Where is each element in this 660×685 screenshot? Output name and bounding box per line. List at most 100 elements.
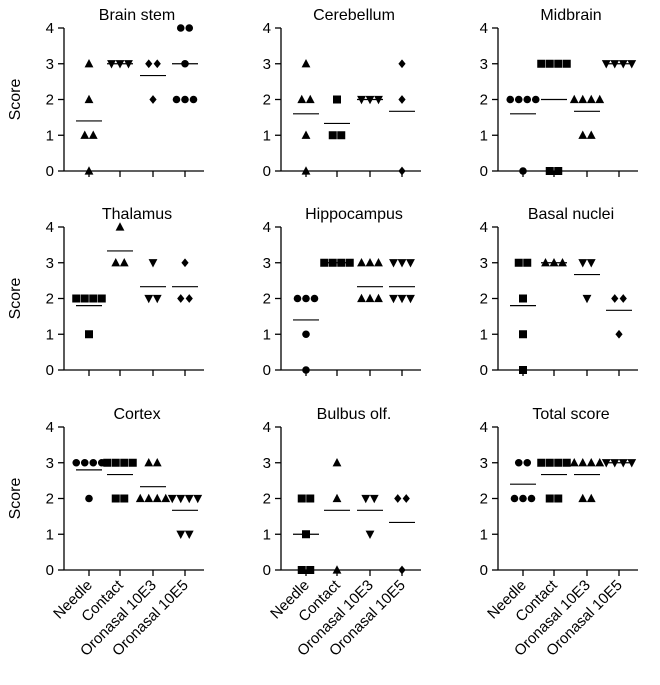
data-point bbox=[148, 259, 158, 268]
y-tick-label: 0 bbox=[46, 562, 54, 579]
data-point bbox=[406, 294, 415, 304]
data-point bbox=[519, 366, 527, 374]
data-point bbox=[297, 94, 307, 104]
data-point bbox=[554, 494, 563, 503]
data-point bbox=[586, 259, 596, 268]
data-point bbox=[293, 294, 302, 303]
data-point bbox=[514, 458, 523, 467]
panel-title: Midbrain bbox=[540, 7, 601, 24]
y-tick-label: 1 bbox=[263, 526, 271, 543]
data-point bbox=[578, 259, 588, 268]
data-point bbox=[107, 60, 116, 69]
data-point bbox=[374, 257, 383, 267]
data-point bbox=[103, 458, 112, 467]
data-point bbox=[152, 457, 162, 467]
data-point bbox=[80, 294, 89, 303]
y-tick-label: 2 bbox=[263, 291, 271, 308]
data-point bbox=[531, 95, 540, 104]
data-point bbox=[406, 259, 415, 268]
data-point bbox=[527, 494, 536, 503]
data-point bbox=[176, 24, 185, 32]
data-point bbox=[80, 458, 89, 467]
data-point bbox=[120, 458, 129, 467]
data-point bbox=[88, 130, 98, 139]
y-tick-label: 4 bbox=[480, 219, 488, 236]
data-point bbox=[184, 494, 194, 504]
data-point bbox=[554, 458, 563, 467]
data-point bbox=[328, 131, 337, 140]
data-point bbox=[578, 493, 588, 503]
y-tick-label: 0 bbox=[263, 362, 271, 379]
data-point bbox=[562, 458, 571, 467]
y-axis-label: Score bbox=[7, 478, 24, 520]
data-point bbox=[332, 493, 342, 503]
panel-title: Cortex bbox=[113, 406, 160, 423]
data-point bbox=[627, 60, 637, 69]
y-tick-label: 2 bbox=[46, 92, 54, 109]
data-point bbox=[153, 59, 161, 69]
data-point bbox=[306, 566, 315, 574]
data-point bbox=[397, 259, 407, 268]
panel-title: Bulbus olf. bbox=[317, 406, 392, 423]
data-point bbox=[89, 294, 98, 303]
data-point bbox=[124, 60, 133, 69]
y-tick-label: 2 bbox=[480, 491, 488, 508]
panel-title: Basal nuclei bbox=[528, 206, 614, 223]
y-tick-label: 3 bbox=[480, 255, 488, 272]
y-tick-label: 1 bbox=[46, 326, 54, 343]
panel-title: Cerebellum bbox=[313, 7, 395, 24]
y-tick-label: 0 bbox=[46, 163, 54, 180]
data-point bbox=[569, 457, 579, 467]
data-point bbox=[361, 494, 371, 504]
data-point bbox=[554, 59, 563, 68]
data-point bbox=[523, 95, 532, 104]
y-tick-label: 1 bbox=[480, 326, 488, 343]
data-point bbox=[523, 458, 532, 467]
data-point bbox=[181, 258, 189, 268]
data-point bbox=[89, 458, 98, 467]
data-point bbox=[97, 294, 106, 303]
data-point bbox=[357, 95, 366, 105]
y-tick-label: 4 bbox=[480, 20, 488, 37]
data-point bbox=[297, 566, 306, 574]
data-point bbox=[135, 493, 145, 503]
data-point bbox=[357, 257, 366, 267]
y-tick-label: 1 bbox=[480, 127, 488, 144]
data-point bbox=[601, 60, 611, 69]
data-point bbox=[297, 494, 306, 503]
data-point bbox=[398, 166, 406, 176]
data-point bbox=[84, 166, 94, 175]
y-tick-label: 2 bbox=[480, 92, 488, 109]
data-point bbox=[310, 294, 319, 303]
data-point bbox=[185, 24, 194, 32]
y-axis-label: Score bbox=[7, 79, 24, 121]
data-point bbox=[398, 95, 406, 104]
data-point bbox=[161, 493, 171, 503]
data-point bbox=[115, 60, 125, 69]
data-point bbox=[369, 494, 379, 504]
data-point bbox=[365, 293, 375, 303]
data-point bbox=[84, 58, 94, 68]
y-tick-label: 4 bbox=[263, 20, 271, 37]
data-point bbox=[184, 530, 194, 540]
y-tick-label: 2 bbox=[46, 291, 54, 308]
y-tick-label: 3 bbox=[46, 455, 54, 472]
data-point bbox=[595, 94, 605, 104]
y-tick-label: 4 bbox=[480, 419, 488, 436]
data-point bbox=[189, 95, 198, 104]
data-point bbox=[301, 130, 311, 139]
data-point bbox=[111, 494, 120, 503]
data-point bbox=[306, 494, 315, 503]
data-point bbox=[115, 222, 125, 231]
data-point bbox=[365, 530, 375, 540]
data-point bbox=[586, 457, 596, 467]
data-point bbox=[72, 458, 81, 467]
data-point bbox=[181, 95, 189, 104]
data-point bbox=[193, 494, 203, 504]
y-tick-label: 4 bbox=[46, 419, 54, 436]
data-point bbox=[149, 95, 157, 104]
data-point bbox=[84, 94, 94, 104]
y-axis-label: Score bbox=[7, 278, 24, 320]
y-tick-label: 0 bbox=[46, 362, 54, 379]
